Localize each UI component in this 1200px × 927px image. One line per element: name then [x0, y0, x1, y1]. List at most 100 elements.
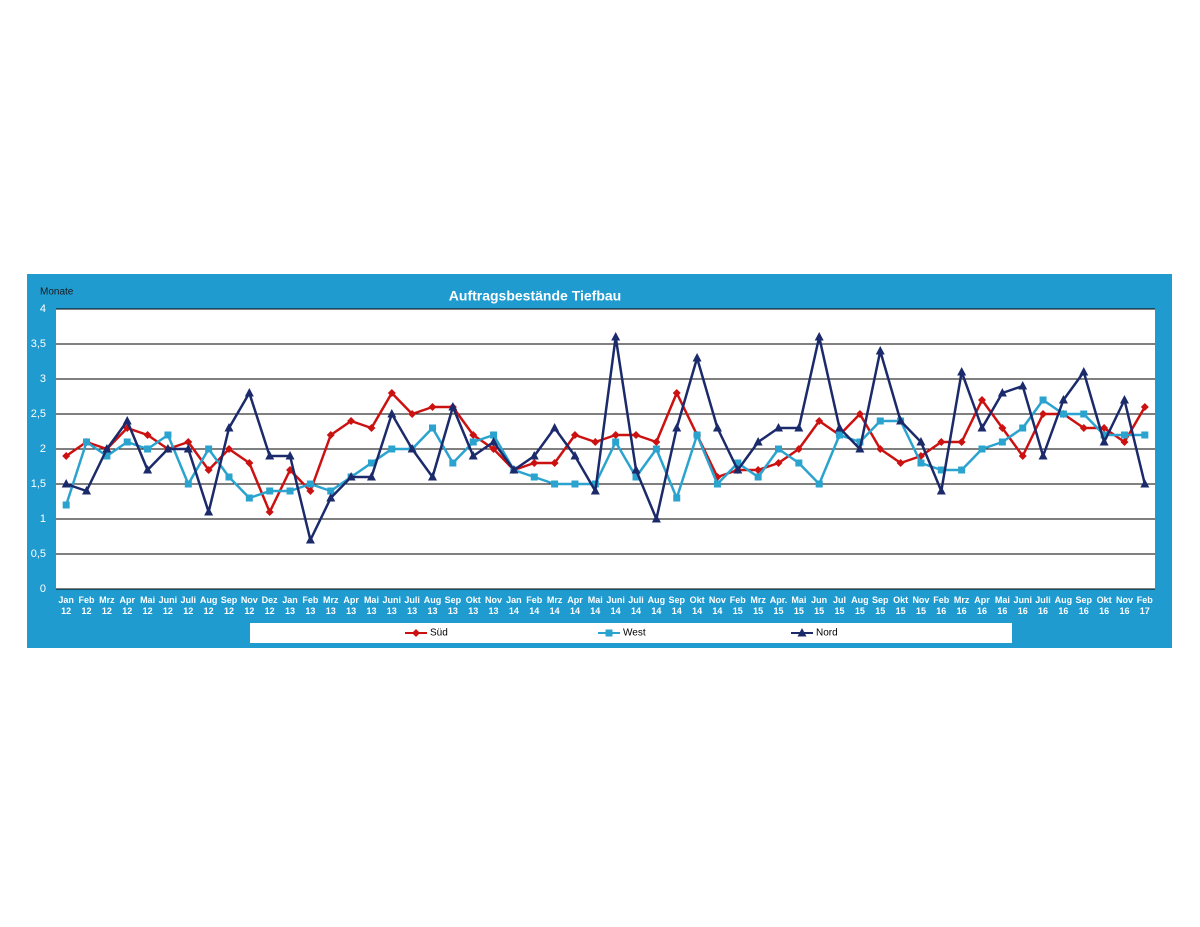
marker — [468, 451, 478, 460]
x-tick-label: Nov 13 — [485, 595, 503, 616]
y-tick-label: 3 — [40, 373, 46, 385]
marker — [388, 445, 396, 453]
marker — [754, 473, 762, 481]
marker — [306, 487, 315, 495]
marker — [936, 486, 946, 495]
marker — [1038, 451, 1048, 460]
marker — [326, 431, 335, 439]
marker — [224, 423, 234, 432]
marker — [672, 423, 682, 432]
y-axis-label: Monate — [40, 287, 74, 298]
x-tick-label: Aug 15 — [851, 595, 869, 616]
marker — [366, 472, 376, 481]
marker — [164, 431, 172, 439]
marker — [957, 367, 967, 376]
marker — [1059, 410, 1067, 418]
x-tick-label: Nov 15 — [912, 595, 930, 616]
marker — [917, 459, 925, 467]
marker — [285, 451, 295, 460]
marker — [530, 459, 539, 467]
marker — [632, 431, 641, 439]
marker — [836, 431, 844, 439]
legend-label: Süd — [430, 628, 448, 639]
x-tick-label: Juni 14 — [606, 595, 625, 616]
marker — [977, 423, 987, 432]
marker — [367, 459, 375, 467]
marker — [937, 438, 946, 446]
marker — [469, 438, 477, 446]
x-tick-label: Mrz 13 — [323, 595, 339, 616]
marker — [896, 416, 906, 425]
x-tick-label: Feb 15 — [729, 595, 746, 616]
x-tick-label: Feb 16 — [933, 595, 950, 616]
marker — [590, 486, 600, 495]
marker — [205, 445, 213, 453]
y-tick-label: 0,5 — [31, 548, 46, 560]
marker — [103, 452, 111, 460]
marker — [651, 514, 661, 523]
marker — [448, 402, 458, 411]
x-tick-label: Sep 16 — [1075, 595, 1093, 616]
marker — [305, 535, 315, 544]
marker — [1079, 367, 1089, 376]
marker — [286, 487, 294, 495]
marker — [489, 437, 499, 446]
y-tick-label: 1,5 — [31, 478, 46, 490]
marker — [713, 480, 721, 488]
marker — [1079, 424, 1088, 432]
marker — [550, 459, 559, 467]
y-tick-label: 2 — [40, 443, 46, 455]
x-tick-label: Okt 13 — [465, 595, 481, 616]
x-tick-label: Jun 15 — [811, 595, 828, 616]
x-tick-label: Mai 15 — [791, 595, 807, 616]
marker — [1100, 431, 1108, 439]
marker — [712, 423, 722, 432]
marker — [998, 438, 1006, 446]
marker — [856, 438, 864, 446]
x-tick-label: Mai 12 — [140, 595, 156, 616]
marker — [611, 431, 620, 439]
marker — [387, 389, 396, 397]
x-tick-label: Apr 16 — [974, 595, 990, 616]
x-tick-label: Mai 13 — [363, 595, 379, 616]
marker — [1120, 438, 1129, 446]
marker — [896, 459, 905, 467]
marker — [673, 494, 681, 502]
marker — [347, 417, 356, 425]
legend-marker — [605, 629, 613, 637]
marker — [82, 486, 92, 495]
marker — [387, 409, 397, 418]
marker — [306, 480, 314, 488]
x-tick-label: Nov 14 — [708, 595, 726, 616]
marker — [631, 465, 641, 474]
marker — [509, 465, 519, 474]
marker — [815, 480, 823, 488]
marker — [529, 451, 539, 460]
x-tick-label: Okt 16 — [1096, 595, 1112, 616]
marker — [958, 466, 966, 474]
x-tick-label: Jul 15 — [833, 595, 847, 616]
marker — [408, 410, 417, 418]
x-tick-label: Mrz 16 — [953, 595, 970, 616]
marker — [551, 480, 559, 488]
marker — [367, 424, 376, 432]
x-tick-label: Juli 14 — [628, 595, 644, 616]
marker — [612, 438, 620, 446]
x-tick-label: Mrz 14 — [546, 595, 563, 616]
x-tick-label: Juni 16 — [1013, 595, 1032, 616]
marker — [143, 431, 152, 439]
x-tick-label: Apr 12 — [119, 595, 135, 616]
marker — [733, 465, 743, 474]
series-line — [65, 391, 1146, 514]
marker — [429, 424, 437, 432]
y-tick-label: 3,5 — [31, 338, 46, 350]
marker — [143, 465, 153, 474]
x-tick-label: Juli 16 — [1035, 595, 1051, 616]
marker — [1140, 403, 1149, 411]
marker — [1099, 437, 1109, 446]
marker — [773, 423, 783, 432]
marker — [225, 473, 233, 481]
x-tick-label: Dez 12 — [261, 595, 278, 616]
marker — [794, 445, 803, 453]
